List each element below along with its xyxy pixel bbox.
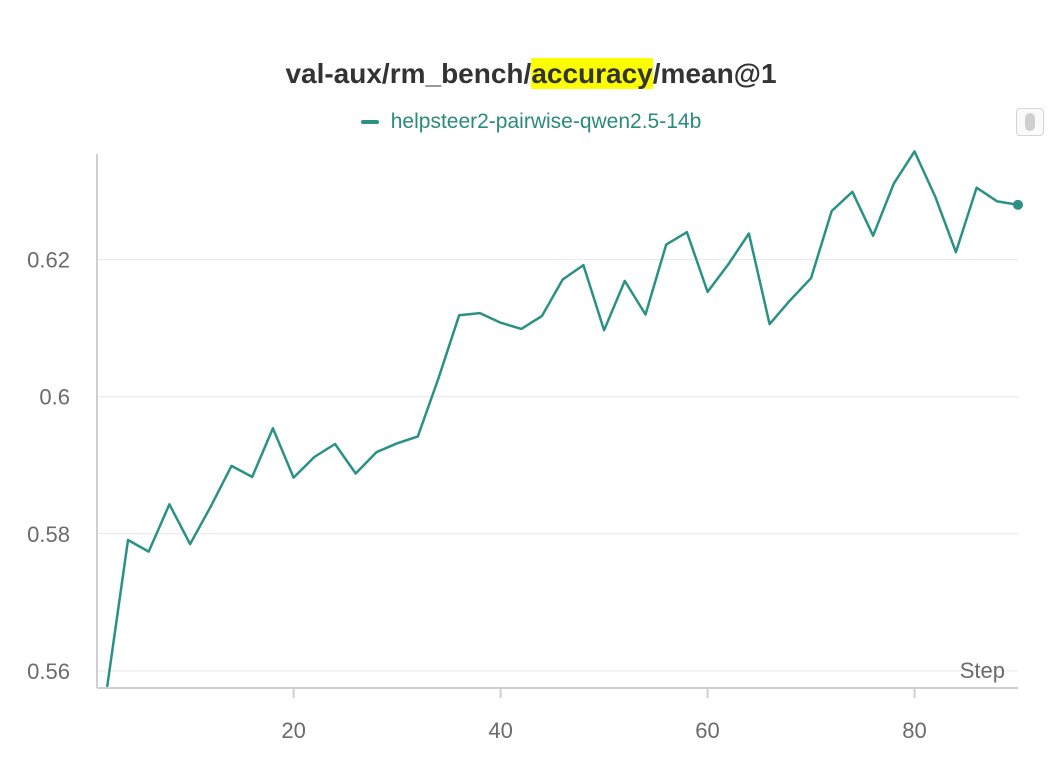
- series-line[interactable]: [106, 150, 1020, 688]
- data-point[interactable]: [623, 279, 626, 282]
- data-point[interactable]: [292, 476, 295, 479]
- data-point[interactable]: [147, 550, 150, 553]
- legend[interactable]: helpsteer2-pairwise-qwen2.5-14b: [0, 110, 1062, 134]
- y-tick-label: 0.62: [27, 248, 70, 273]
- y-tick-label: 0.6: [39, 385, 70, 410]
- y-tick-label: 0.56: [27, 659, 70, 684]
- data-point[interactable]: [251, 475, 254, 478]
- data-point[interactable]: [189, 543, 192, 546]
- data-point[interactable]: [830, 209, 833, 212]
- data-point[interactable]: [892, 182, 895, 185]
- data-point[interactable]: [789, 299, 792, 302]
- y-tick-label: 0.58: [27, 522, 70, 547]
- series-layer: [106, 150, 1023, 688]
- data-point[interactable]: [644, 313, 647, 316]
- data-point[interactable]: [934, 195, 937, 198]
- data-point[interactable]: [520, 327, 523, 330]
- x-tick-label: 20: [281, 718, 305, 743]
- drag-handle[interactable]: [1016, 108, 1044, 136]
- data-point[interactable]: [810, 277, 813, 280]
- data-point[interactable]: [706, 290, 709, 293]
- data-point[interactable]: [768, 323, 771, 326]
- data-point[interactable]: [230, 464, 233, 467]
- data-point[interactable]: [354, 472, 357, 475]
- data-point[interactable]: [271, 427, 274, 430]
- data-point[interactable]: [747, 232, 750, 235]
- data-point[interactable]: [106, 684, 109, 687]
- drag-handle-icon: [1025, 113, 1035, 131]
- data-point[interactable]: [727, 263, 730, 266]
- data-point[interactable]: [582, 264, 585, 267]
- data-point[interactable]: [561, 278, 564, 281]
- legend-label: helpsteer2-pairwise-qwen2.5-14b: [390, 110, 702, 133]
- x-axis-label: Step: [960, 658, 1005, 683]
- data-point[interactable]: [416, 435, 419, 438]
- title-highlight: accuracy: [531, 58, 653, 89]
- data-point[interactable]: [851, 190, 854, 193]
- data-point[interactable]: [437, 377, 440, 380]
- data-point[interactable]: [313, 456, 316, 459]
- data-point[interactable]: [396, 442, 399, 445]
- x-tick-label: 80: [902, 718, 926, 743]
- data-point[interactable]: [478, 312, 481, 315]
- data-point[interactable]: [996, 200, 999, 203]
- data-point[interactable]: [209, 505, 212, 508]
- tick-labels: 0.56 0.58 0.6 0.62 20 40 60 80: [27, 248, 927, 743]
- data-point[interactable]: [127, 538, 130, 541]
- title-prefix: val-aux/rm_bench/: [285, 58, 532, 89]
- data-point[interactable]: [334, 443, 337, 446]
- data-point[interactable]: [665, 243, 668, 246]
- axes: [96, 154, 1018, 698]
- data-point[interactable]: [375, 451, 378, 454]
- x-tick-label: 60: [695, 718, 719, 743]
- data-point[interactable]: [458, 314, 461, 317]
- chart-title: val-aux/rm_bench/accuracy/mean@1: [0, 58, 1062, 90]
- data-point[interactable]: [872, 234, 875, 237]
- data-point[interactable]: [954, 251, 957, 254]
- data-point[interactable]: [603, 329, 606, 332]
- data-point[interactable]: [685, 231, 688, 234]
- grid-lines: [97, 259, 1018, 672]
- x-tick-label: 40: [488, 718, 512, 743]
- legend-swatch: [360, 120, 379, 125]
- last-point-marker[interactable]: [1013, 199, 1023, 210]
- title-suffix: /mean@1: [652, 58, 777, 89]
- data-point[interactable]: [499, 321, 502, 324]
- data-point[interactable]: [975, 186, 978, 189]
- data-point[interactable]: [168, 503, 171, 506]
- data-point[interactable]: [540, 314, 543, 317]
- data-point[interactable]: [913, 150, 916, 153]
